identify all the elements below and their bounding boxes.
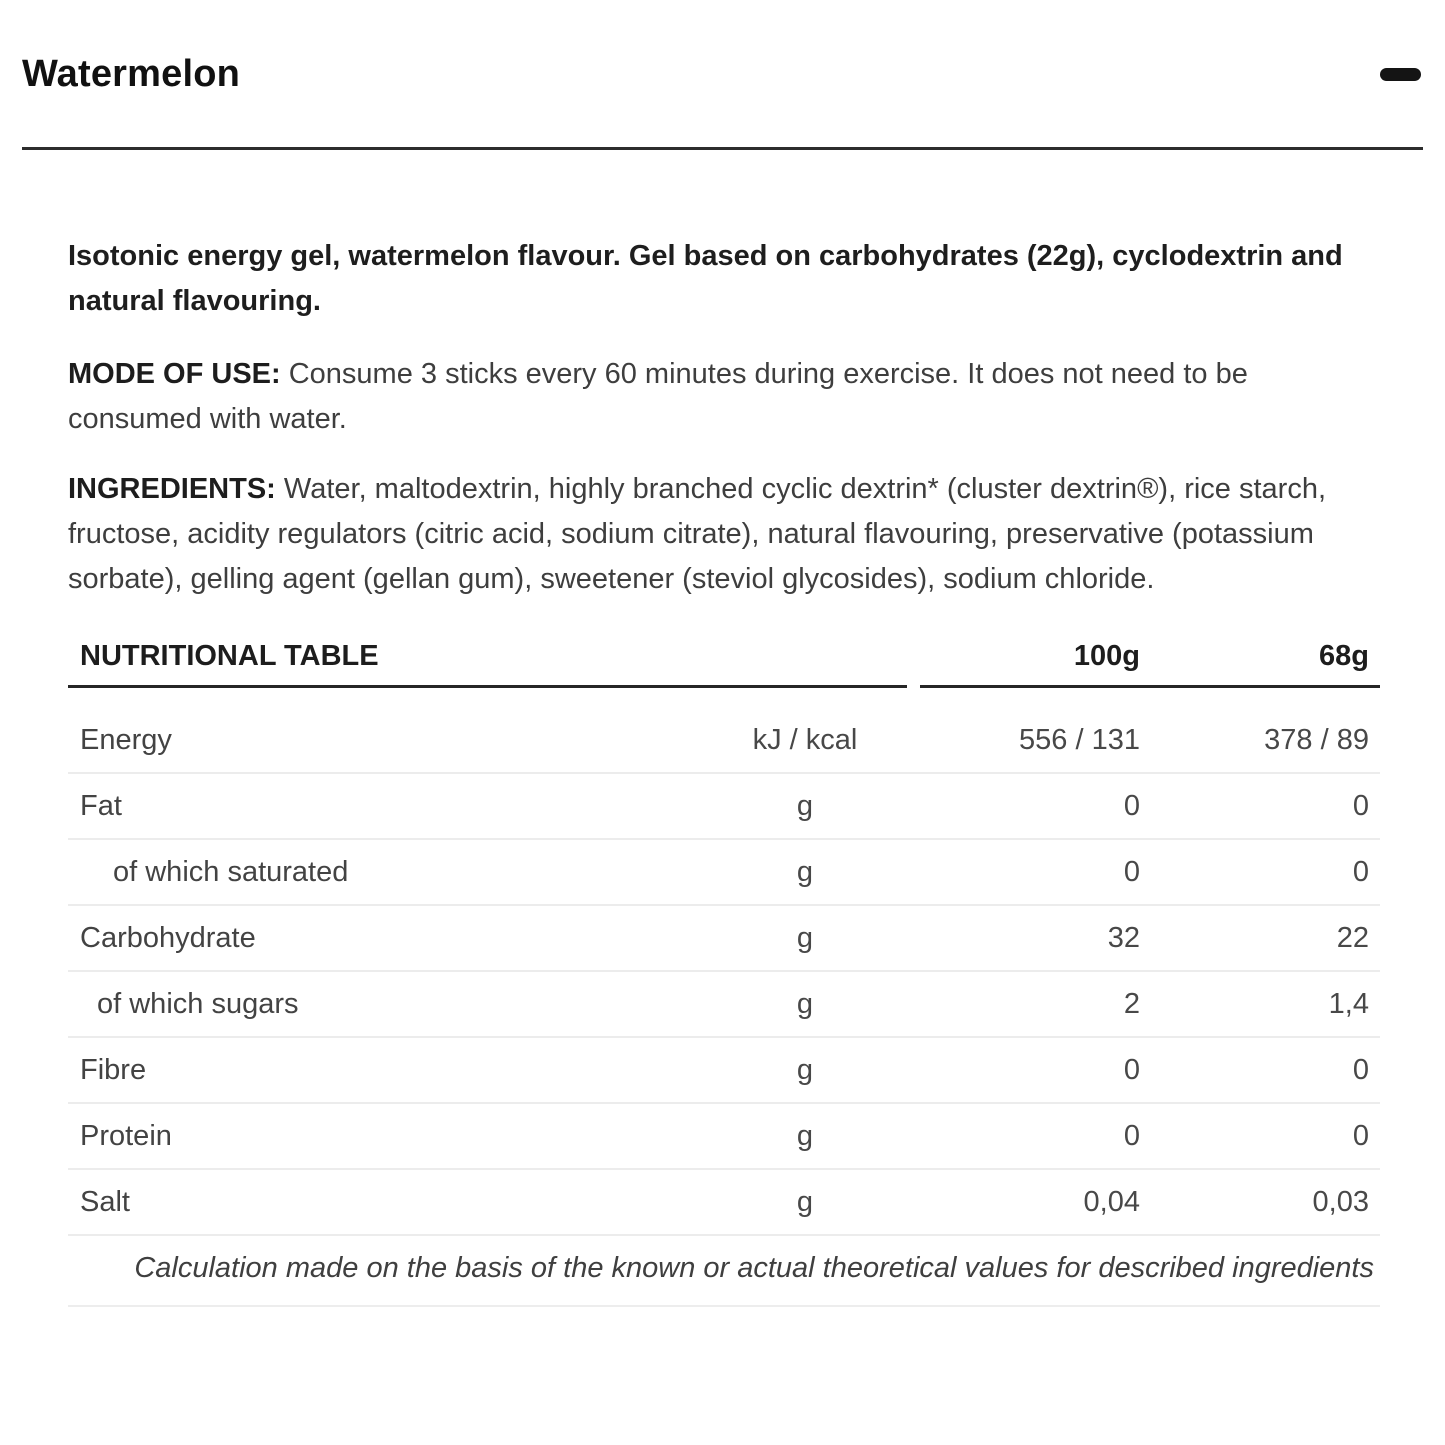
table-row: Salt g 0,04 0,03: [68, 1170, 1380, 1236]
row-unit: g: [796, 1185, 814, 1218]
product-info-panel: Watermelon Isotonic energy gel, watermel…: [22, 0, 1423, 1307]
accordion-content: Isotonic energy gel, watermelon flavour.…: [22, 150, 1423, 1307]
row-name: Carbohydrate: [80, 921, 256, 954]
row-value-68g: 0: [1352, 855, 1369, 888]
row-value-100g: 0: [1123, 855, 1140, 888]
row-value-100g: 556 / 131: [1019, 723, 1140, 756]
header-divider: [22, 147, 1423, 150]
column-header-68g: 68g: [1319, 640, 1369, 672]
table-row: Fibre g 0 0: [68, 1038, 1380, 1104]
nutritional-table-value-headers: 100g 68g: [920, 630, 1380, 688]
mode-of-use-paragraph: MODE OF USE: Consume 3 sticks every 60 m…: [68, 352, 1380, 442]
row-unit: g: [796, 921, 814, 954]
row-value-68g: 0,03: [1312, 1185, 1369, 1218]
row-unit: g: [796, 987, 814, 1020]
row-value-68g: 22: [1336, 921, 1369, 954]
ingredients-label: INGREDIENTS:: [68, 473, 276, 505]
row-value-68g: 0: [1352, 1119, 1369, 1152]
row-name: Fibre: [80, 1053, 147, 1086]
minus-icon[interactable]: [1380, 67, 1421, 81]
ingredients-paragraph: INGREDIENTS: Water, maltodextrin, highly…: [68, 467, 1380, 602]
row-value-100g: 2: [1123, 987, 1140, 1020]
table-footnote: Calculation made on the basis of the kno…: [68, 1236, 1380, 1307]
ingredients-text: Water, maltodextrin, highly branched cyc…: [68, 473, 1327, 595]
nutritional-table-title: NUTRITIONAL TABLE: [68, 630, 907, 688]
nutritional-table-header: NUTRITIONAL TABLE 100g 68g: [68, 630, 1380, 688]
row-value-68g: 378 / 89: [1264, 723, 1369, 756]
mode-of-use-text: Consume 3 sticks every 60 minutes during…: [68, 358, 1248, 435]
row-value-100g: 0,04: [1083, 1185, 1140, 1218]
nutritional-table-body: Energy kJ / kcal 556 / 131 378 / 89 Fat …: [68, 688, 1380, 1236]
row-unit: g: [796, 855, 814, 888]
table-row: Fat g 0 0: [68, 774, 1380, 840]
product-description: Isotonic energy gel, watermelon flavour.…: [68, 240, 1343, 317]
row-value-100g: 0: [1123, 789, 1140, 822]
column-header-100g: 100g: [1073, 640, 1140, 672]
table-row: of which sugars g 2 1,4: [68, 972, 1380, 1038]
row-value-100g: 32: [1107, 921, 1140, 954]
row-value-100g: 0: [1123, 1053, 1140, 1086]
accordion-title: Watermelon: [22, 53, 241, 95]
mode-of-use-label: MODE OF USE:: [68, 358, 281, 390]
row-value-68g: 0: [1352, 1053, 1369, 1086]
row-value-68g: 1,4: [1328, 987, 1369, 1020]
row-unit: g: [796, 789, 814, 822]
nutritional-table: NUTRITIONAL TABLE 100g 68g Energy kJ / k…: [68, 630, 1380, 1307]
row-unit: kJ / kcal: [752, 723, 858, 756]
row-value-100g: 0: [1123, 1119, 1140, 1152]
table-row: Carbohydrate g 32 22: [68, 906, 1380, 972]
accordion-header-watermelon[interactable]: Watermelon: [22, 0, 1423, 96]
row-name: Salt: [80, 1185, 130, 1218]
row-name: of which sugars: [97, 987, 299, 1020]
table-row: of which saturated g 0 0: [68, 840, 1380, 906]
row-unit: g: [796, 1053, 814, 1086]
row-name: of which saturated: [113, 855, 349, 888]
row-value-68g: 0: [1352, 789, 1369, 822]
row-unit: g: [796, 1119, 814, 1152]
table-row: Protein g 0 0: [68, 1104, 1380, 1170]
row-name: Protein: [80, 1119, 172, 1152]
row-name: Energy: [80, 723, 172, 756]
row-name: Fat: [80, 789, 122, 822]
table-row: Energy kJ / kcal 556 / 131 378 / 89: [68, 688, 1380, 774]
